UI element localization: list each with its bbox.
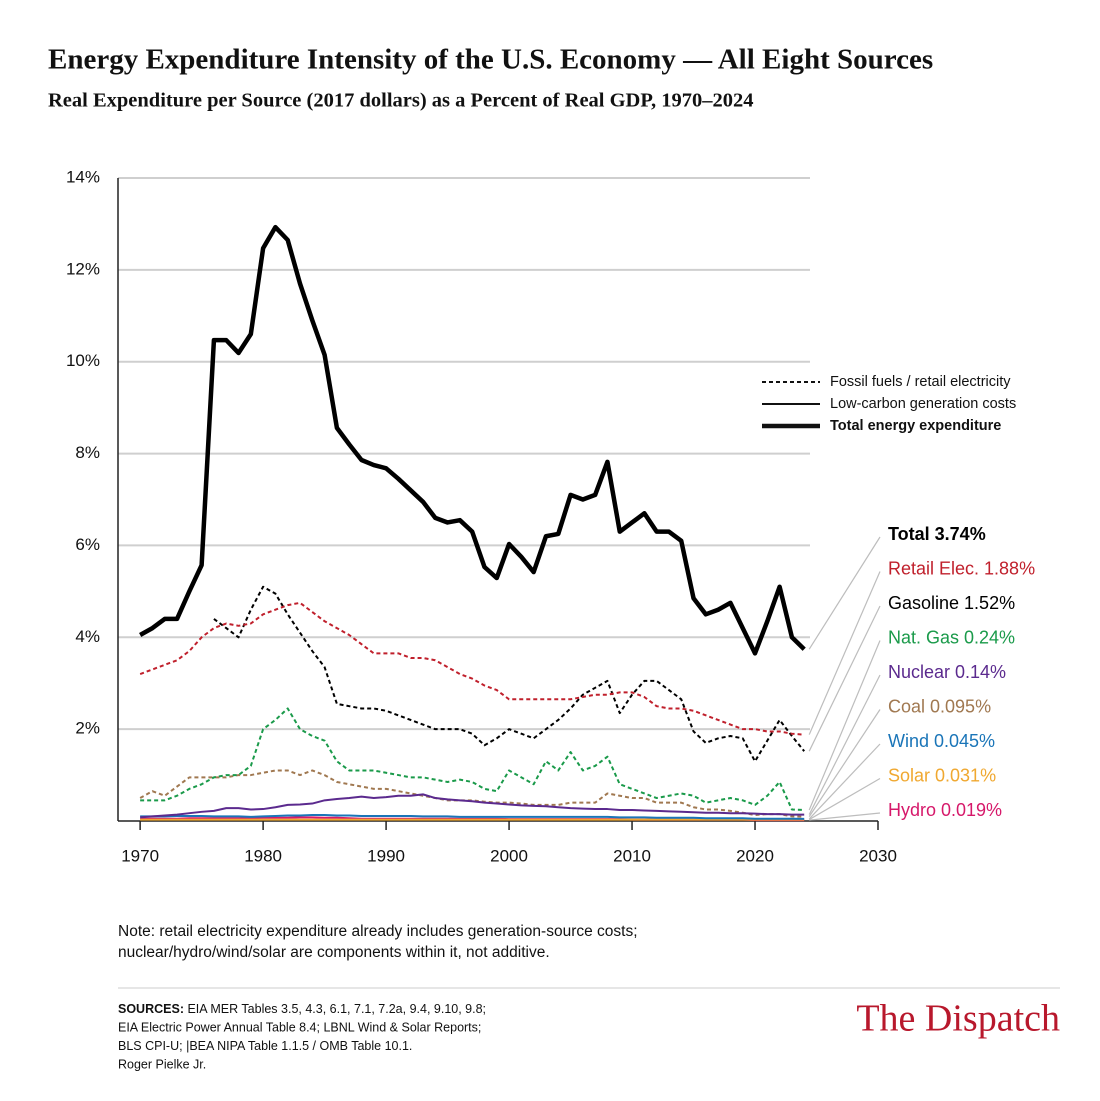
leader-line — [808, 605, 881, 752]
series-label: Solar 0.031% — [888, 765, 996, 785]
series-label: Coal 0.095% — [888, 696, 991, 716]
x-tick-label: 1980 — [244, 846, 282, 865]
x-tick-label: 2020 — [736, 846, 774, 865]
leader-line — [808, 709, 881, 817]
series-line — [139, 601, 805, 736]
series-line — [139, 224, 806, 656]
y-tick-label: 10% — [66, 351, 100, 370]
y-tick-label: 14% — [66, 167, 100, 186]
series-label: Nuclear 0.14% — [888, 662, 1006, 682]
sources-line: Roger Pielke Jr. — [118, 1057, 206, 1071]
sources-line: BLS CPI-U; |BEA NIPA Table 1.1.5 / OMB T… — [118, 1039, 412, 1053]
sources-line: EIA Electric Power Annual Table 8.4; LBN… — [118, 1020, 481, 1034]
legend-label: Fossil fuels / retail electricity — [830, 374, 1011, 390]
note: Note: retail electricity expenditure alr… — [118, 923, 638, 940]
series-line — [140, 707, 805, 811]
x-tick-label: 2010 — [613, 846, 651, 865]
legend-label: Total energy expenditure — [830, 418, 1001, 434]
series-line — [140, 814, 805, 820]
chart-subtitle: Real Expenditure per Source (2017 dollar… — [48, 90, 754, 112]
leader-line — [809, 812, 881, 821]
y-tick-label: 2% — [75, 719, 100, 738]
x-tick-label: 2000 — [490, 846, 528, 865]
series-label: Gasoline 1.52% — [888, 593, 1015, 613]
series-line — [139, 769, 805, 818]
series-label: Retail Elec. 1.88% — [888, 558, 1035, 578]
sources: SOURCES: EIA MER Tables 3.5, 4.3, 6.1, 7… — [118, 1002, 486, 1016]
y-tick-label: 8% — [75, 443, 100, 462]
series-line — [140, 793, 805, 819]
x-tick-label: 1990 — [367, 846, 405, 865]
legend-label: Low-carbon generation costs — [830, 396, 1016, 412]
y-tick-label: 4% — [75, 627, 100, 646]
series-label: Hydro 0.019% — [888, 800, 1002, 820]
leader-line — [808, 777, 881, 821]
series-label: Wind 0.045% — [888, 731, 995, 751]
leader-line — [808, 536, 881, 650]
logo: The Dispatch — [856, 998, 1060, 1040]
series-label: Total 3.74% — [888, 524, 986, 544]
series-label: Nat. Gas 0.24% — [888, 627, 1015, 647]
series-line — [213, 585, 805, 763]
sources-heading: SOURCES: — [118, 1002, 184, 1016]
leader-line — [808, 571, 881, 735]
sources-line: EIA MER Tables 3.5, 4.3, 6.1, 7.1, 7.2a,… — [184, 1002, 486, 1016]
chart-title: Energy Expenditure Intensity of the U.S.… — [48, 44, 933, 76]
y-tick-label: 6% — [75, 535, 100, 554]
leader-line — [808, 640, 881, 811]
x-tick-label: 1970 — [121, 846, 159, 865]
x-tick-label: 2030 — [859, 846, 897, 865]
y-tick-label: 12% — [66, 259, 100, 278]
note: nuclear/hydro/wind/solar are components … — [118, 944, 550, 961]
leader-line — [808, 743, 881, 820]
leader-line — [808, 674, 881, 815]
